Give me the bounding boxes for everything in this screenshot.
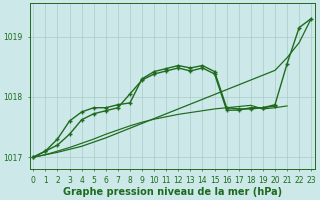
- X-axis label: Graphe pression niveau de la mer (hPa): Graphe pression niveau de la mer (hPa): [63, 187, 282, 197]
